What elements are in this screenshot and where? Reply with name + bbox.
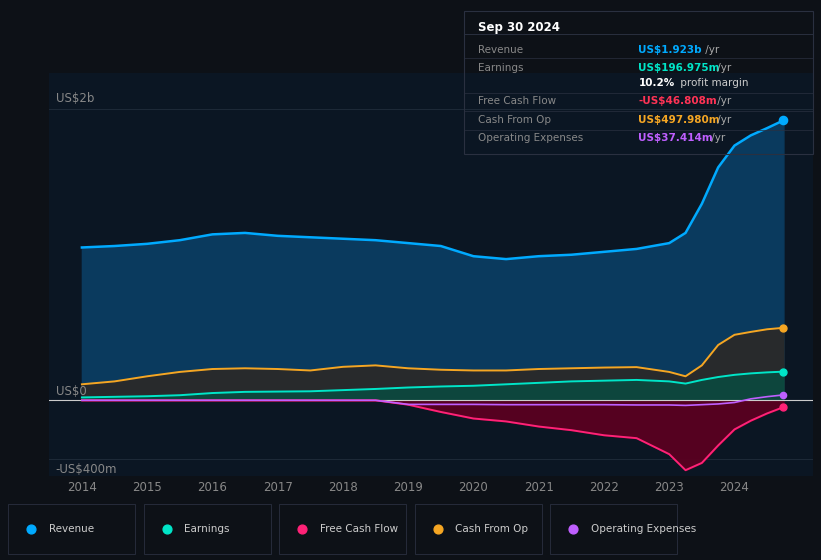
Point	[296, 525, 309, 534]
Text: profit margin: profit margin	[677, 78, 748, 87]
Text: /yr: /yr	[702, 45, 719, 55]
Text: US$196.975m: US$196.975m	[639, 63, 720, 73]
Text: Earnings: Earnings	[185, 524, 230, 534]
Text: Operating Expenses: Operating Expenses	[591, 524, 696, 534]
Text: Cash From Op: Cash From Op	[478, 115, 551, 125]
Text: Sep 30 2024: Sep 30 2024	[478, 21, 560, 34]
Point	[777, 403, 790, 412]
Text: /yr: /yr	[708, 133, 726, 143]
Text: US$0: US$0	[56, 385, 86, 398]
Text: /yr: /yr	[714, 63, 732, 73]
Text: US$37.414m: US$37.414m	[639, 133, 713, 143]
Text: US$2b: US$2b	[56, 92, 94, 105]
Text: Cash From Op: Cash From Op	[456, 524, 529, 534]
Text: Free Cash Flow: Free Cash Flow	[320, 524, 398, 534]
Text: Revenue: Revenue	[478, 45, 523, 55]
Point	[777, 323, 790, 332]
Point	[777, 116, 790, 125]
Text: US$1.923b: US$1.923b	[639, 45, 702, 55]
Point	[566, 525, 580, 534]
Text: 10.2%: 10.2%	[639, 78, 675, 87]
Text: -US$46.808m: -US$46.808m	[639, 96, 717, 106]
Text: Free Cash Flow: Free Cash Flow	[478, 96, 556, 106]
Point	[160, 525, 173, 534]
Text: Operating Expenses: Operating Expenses	[478, 133, 583, 143]
Text: Earnings: Earnings	[478, 63, 523, 73]
Text: -US$400m: -US$400m	[56, 463, 117, 476]
Point	[25, 525, 38, 534]
Text: /yr: /yr	[714, 96, 732, 106]
Text: Revenue: Revenue	[49, 524, 94, 534]
Point	[777, 367, 790, 376]
Text: /yr: /yr	[714, 115, 732, 125]
Point	[431, 525, 444, 534]
Text: US$497.980m: US$497.980m	[639, 115, 720, 125]
Point	[777, 390, 790, 399]
